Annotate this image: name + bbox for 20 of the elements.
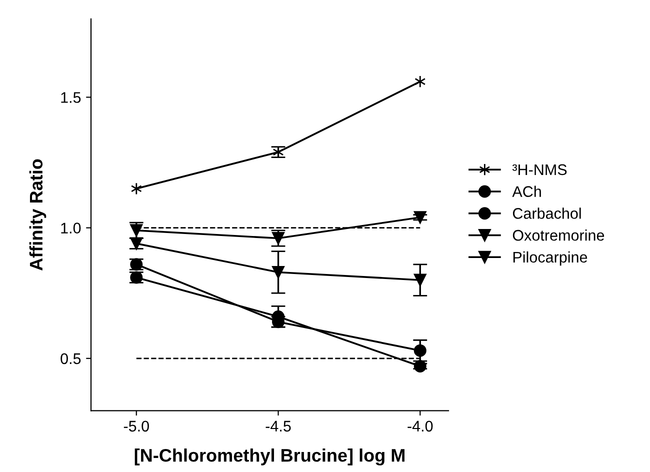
x-axis-title: [N-Chloromethyl Brucine] log M [134,448,404,466]
x-tick-label: -4.0 [408,420,433,432]
point [414,75,426,88]
point [414,274,426,286]
legend-label: Oxotremorine [512,230,604,241]
y-tick-label: 0.5 [60,353,81,364]
y-tick-label: 1.0 [61,222,81,234]
y-axis-title: Affinity Ratio [29,159,46,270]
point [414,360,426,372]
y-tick-label: 1.5 [61,92,81,103]
legend-label: Carbachol [512,208,581,219]
point [272,266,285,278]
x-tick-label: -5.0 [124,420,149,432]
point [414,344,426,357]
point [414,211,426,224]
x-tick-label: -4.5 [266,420,291,432]
legend-label: ACh [512,186,541,197]
legend-label: Pilocarpine [513,251,588,266]
legend-label: ³H-NMS [512,164,567,176]
point [130,182,142,195]
